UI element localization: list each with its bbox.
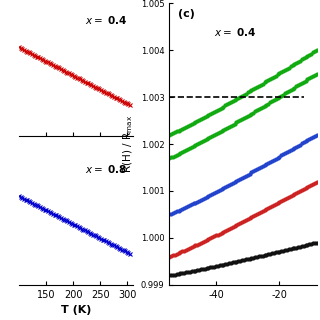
X-axis label: T (K): T (K) (61, 305, 91, 315)
Text: $x =\ \mathbf{0.8}$: $x =\ \mathbf{0.8}$ (85, 163, 127, 175)
Y-axis label: R(H) / R$_{\mathrm{max}}$: R(H) / R$_{\mathrm{max}}$ (122, 115, 135, 173)
Text: (c): (c) (178, 9, 195, 19)
Text: $x =\ \mathbf{0.4}$: $x =\ \mathbf{0.4}$ (84, 14, 127, 26)
Text: $x =\ \mathbf{0.4}$: $x =\ \mathbf{0.4}$ (213, 26, 256, 38)
